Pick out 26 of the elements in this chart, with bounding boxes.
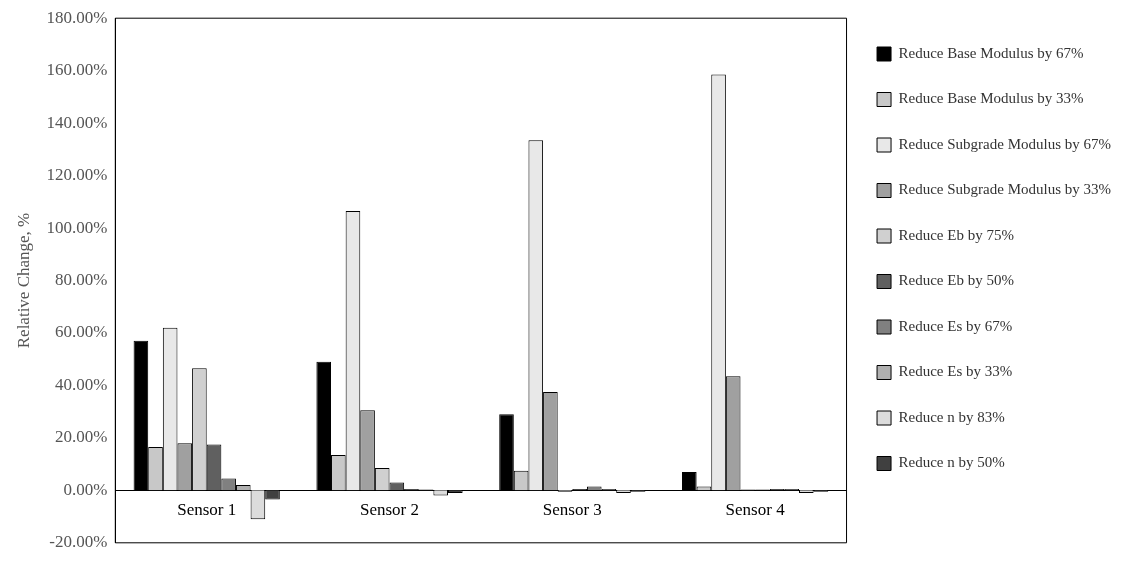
legend-label: Reduce Base Modulus by 67% [898, 44, 1084, 61]
legend-label: Reduce Base Modulus by 33% [898, 90, 1084, 107]
legend-label: Reduce n by 50% [898, 454, 1005, 471]
y-tick-label: 20.00% [54, 427, 108, 447]
legend-label: Reduce Subgrade Modulus by 33% [898, 181, 1111, 198]
legend-label: Reduce Es by 67% [898, 317, 1013, 334]
legend-label: Reduce Subgrade Modulus by 67% [898, 135, 1111, 152]
y-tick-label: 120.00% [46, 165, 108, 185]
y-tick-label: 40.00% [54, 374, 108, 394]
y-tick-label: 60.00% [54, 322, 108, 342]
y-tick-label: 180.00% [46, 7, 108, 27]
y-axis-title: Relative Change, % [13, 212, 33, 349]
legend-label: Reduce Eb by 75% [898, 226, 1014, 243]
legend-label: Reduce n by 83% [898, 408, 1005, 425]
y-tick-label: 0.00% [63, 479, 108, 499]
y-tick-label: 160.00% [46, 60, 108, 80]
y-tick-label: 140.00% [46, 112, 108, 132]
legend-label: Reduce Eb by 50% [898, 272, 1014, 289]
y-tick-label: 100.00% [46, 217, 108, 237]
y-tick-label: 80.00% [54, 269, 108, 289]
x-tick-label: Sensor 4 [725, 500, 786, 520]
legend-label: Reduce Es by 33% [898, 363, 1013, 380]
x-tick-label: Sensor 2 [360, 500, 420, 520]
y-tick-label: -20.00% [49, 532, 108, 552]
x-tick-label: Sensor 3 [542, 500, 602, 520]
x-tick-label: Sensor 1 [177, 500, 237, 520]
